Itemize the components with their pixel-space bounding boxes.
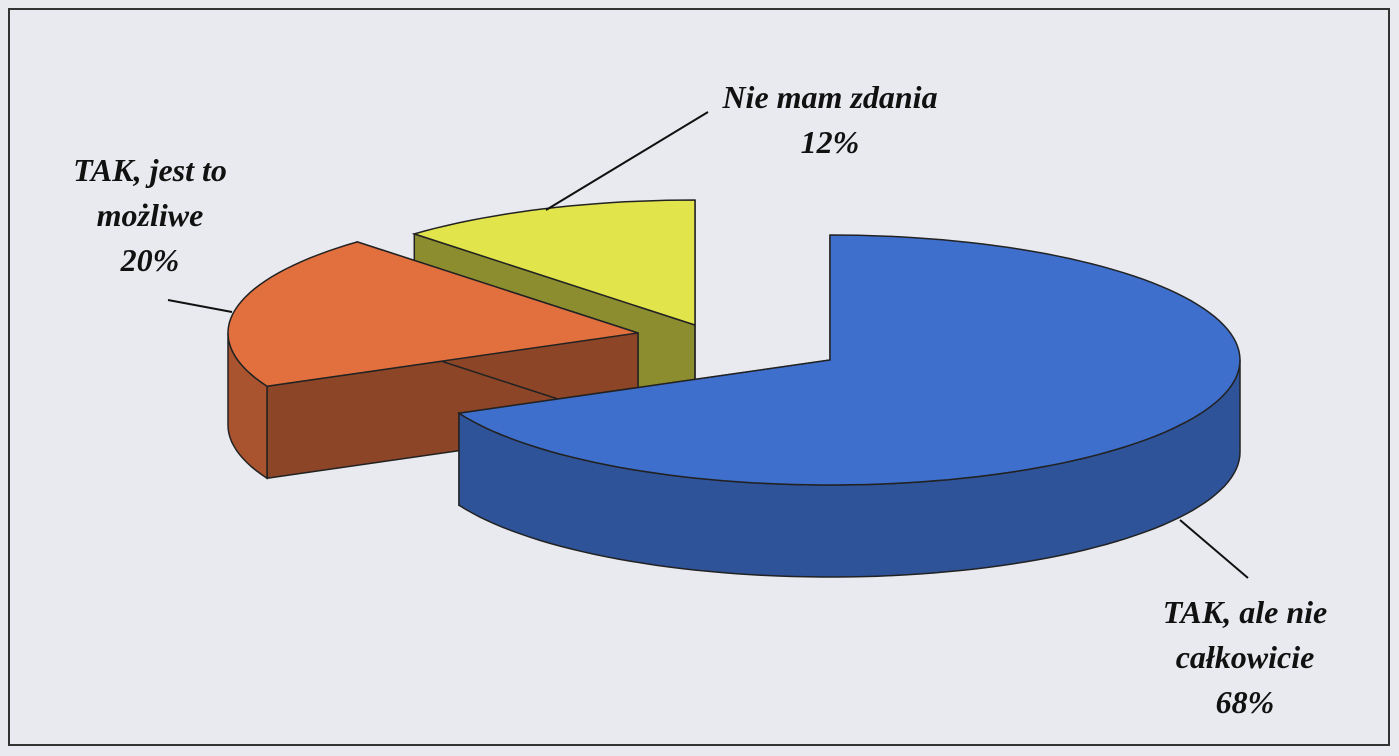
slice-name: TAK, jest to możliwe — [73, 152, 227, 233]
slice-value-label: 68% — [1215, 684, 1275, 720]
leader-line — [545, 111, 709, 211]
leader-line — [1179, 519, 1249, 579]
slice-label: TAK, ale nie całkowicie 68% — [1135, 590, 1355, 725]
slice — [411, 199, 696, 327]
slice-name: Nie mam zdania — [722, 79, 938, 115]
leader-line — [167, 299, 233, 313]
slice-value-label: 20% — [120, 242, 180, 278]
slice — [456, 234, 1241, 486]
slice-label: TAK, jest to możliwe 20% — [50, 148, 250, 283]
slice-label: Nie mam zdania 12% — [660, 75, 1000, 165]
slice-name: TAK, ale nie całkowicie — [1162, 594, 1328, 675]
slice-value-label: 12% — [800, 124, 860, 160]
slice — [227, 241, 639, 387]
chart-frame — [8, 8, 1390, 746]
